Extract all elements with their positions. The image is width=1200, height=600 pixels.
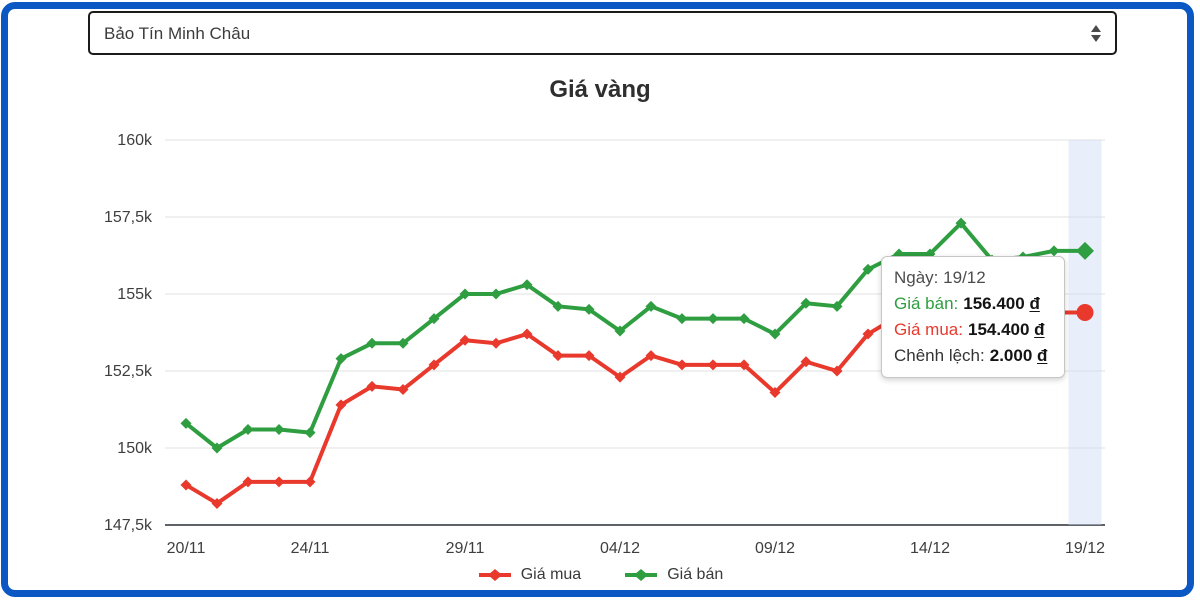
data-point[interactable]: [862, 328, 874, 340]
dong-sign: đ: [1029, 294, 1040, 313]
data-point[interactable]: [614, 325, 626, 337]
highlight-band: [1068, 140, 1102, 525]
tooltip-buy-label: Giá mua:: [894, 320, 963, 339]
data-point[interactable]: [459, 334, 471, 346]
data-point[interactable]: [583, 350, 595, 362]
y-axis-label: 152,5k: [104, 363, 153, 380]
x-axis-label: 20/11: [167, 540, 206, 557]
data-point[interactable]: [769, 328, 781, 340]
data-point[interactable]: [459, 288, 471, 300]
data-point[interactable]: [521, 279, 533, 291]
data-point[interactable]: [304, 476, 316, 488]
dong-sign: đ: [1034, 320, 1045, 339]
legend-label: Giá bán: [667, 566, 724, 583]
tooltip-diff-value: 2.000: [989, 346, 1033, 365]
data-point[interactable]: [1048, 245, 1060, 257]
x-axis-label: 09/12: [755, 540, 795, 557]
data-point[interactable]: [614, 371, 626, 383]
data-point[interactable]: [552, 350, 564, 362]
data-point[interactable]: [428, 359, 440, 371]
data-point[interactable]: [211, 442, 223, 454]
data-point[interactable]: [645, 350, 657, 362]
data-point[interactable]: [676, 359, 688, 371]
tooltip-buy-value: 154.400: [967, 320, 1030, 339]
gridlines: 160k 157,5k 155k 152,5k 150k 147,5k: [104, 132, 1105, 534]
data-point[interactable]: [490, 337, 502, 349]
data-point[interactable]: [831, 365, 843, 377]
data-point[interactable]: [738, 359, 750, 371]
data-point[interactable]: [769, 387, 781, 399]
data-point[interactable]: [180, 479, 192, 491]
tooltip-diff-label: Chênh lệch:: [894, 346, 985, 365]
data-point[interactable]: [366, 337, 378, 349]
data-point[interactable]: [242, 424, 254, 436]
chart-title: Giá vàng: [549, 76, 651, 103]
legend-label: Giá mua: [520, 566, 582, 583]
data-point[interactable]: [366, 380, 378, 392]
data-point[interactable]: [707, 359, 719, 371]
data-point[interactable]: [428, 313, 440, 325]
tooltip-sell-row: Giá bán: 156.400 đ: [894, 291, 1052, 317]
x-axis-label: 14/12: [910, 540, 950, 557]
series-line: [184, 221, 1085, 450]
x-axis-label: 04/12: [600, 540, 640, 557]
y-axis-label: 147,5k: [104, 517, 153, 534]
y-axis-label: 160k: [117, 132, 153, 149]
y-axis-label: 150k: [117, 440, 153, 457]
tooltip-date-row: Ngày: 19/12: [894, 265, 1052, 291]
tooltip-sell-value: 156.400: [963, 294, 1025, 313]
data-point[interactable]: [831, 300, 843, 312]
x-axis-label: 19/12: [1065, 540, 1105, 557]
data-point[interactable]: [397, 383, 409, 395]
x-axis-label: 29/11: [446, 540, 485, 557]
data-point[interactable]: [490, 288, 502, 300]
dong-sign: đ: [1037, 346, 1048, 365]
data-point[interactable]: [335, 399, 347, 411]
data-point[interactable]: [242, 476, 254, 488]
y-axis-label: 157,5k: [104, 209, 153, 226]
data-point[interactable]: [800, 297, 812, 309]
data-point-end[interactable]: [1076, 303, 1094, 321]
tooltip-date-value: 19/12: [943, 268, 986, 287]
tooltip-date-label: Ngày:: [894, 268, 939, 287]
data-point-end[interactable]: [1076, 241, 1094, 260]
data-point[interactable]: [583, 303, 595, 315]
data-point[interactable]: [397, 337, 409, 349]
legend-marker-icon: [478, 569, 511, 581]
data-point[interactable]: [273, 476, 285, 488]
tooltip-sell-label: Giá bán:: [894, 294, 959, 313]
data-point[interactable]: [180, 417, 192, 429]
legend-item-giá-mua[interactable]: Giá mua: [477, 566, 581, 584]
chart-tooltip: Ngày: 19/12 Giá bán: 156.400 đ Giá mua: 15…: [881, 256, 1065, 378]
tooltip-diff-row: Chênh lệch: 2.000 đ: [894, 343, 1052, 369]
legend-marker-icon: [625, 569, 658, 581]
data-point[interactable]: [335, 353, 347, 365]
chart-legend: Giá mua Giá bán: [0, 566, 1200, 584]
data-point[interactable]: [273, 424, 285, 436]
data-point[interactable]: [645, 300, 657, 312]
x-axis-label: 24/11: [291, 540, 330, 557]
data-point[interactable]: [800, 356, 812, 368]
data-point[interactable]: [521, 328, 533, 340]
y-axis-label: 155k: [117, 286, 153, 303]
company-select[interactable]: Bảo Tín Minh Châu: [88, 11, 1117, 55]
x-axis-labels: 20/11 24/11 29/11 04/12 09/12 14/12 19/12: [167, 540, 1106, 557]
data-point[interactable]: [707, 313, 719, 325]
company-select-shell: Bảo Tín Minh Châu: [88, 11, 1117, 55]
data-point[interactable]: [862, 263, 874, 275]
data-point[interactable]: [676, 313, 688, 325]
data-point[interactable]: [304, 427, 316, 439]
legend-item-giá-bán[interactable]: Giá bán: [623, 566, 723, 584]
data-point[interactable]: [738, 313, 750, 325]
data-point[interactable]: [211, 497, 223, 509]
data-point[interactable]: [955, 217, 967, 229]
data-point[interactable]: [552, 300, 564, 312]
tooltip-buy-row: Giá mua: 154.400 đ: [894, 317, 1052, 343]
